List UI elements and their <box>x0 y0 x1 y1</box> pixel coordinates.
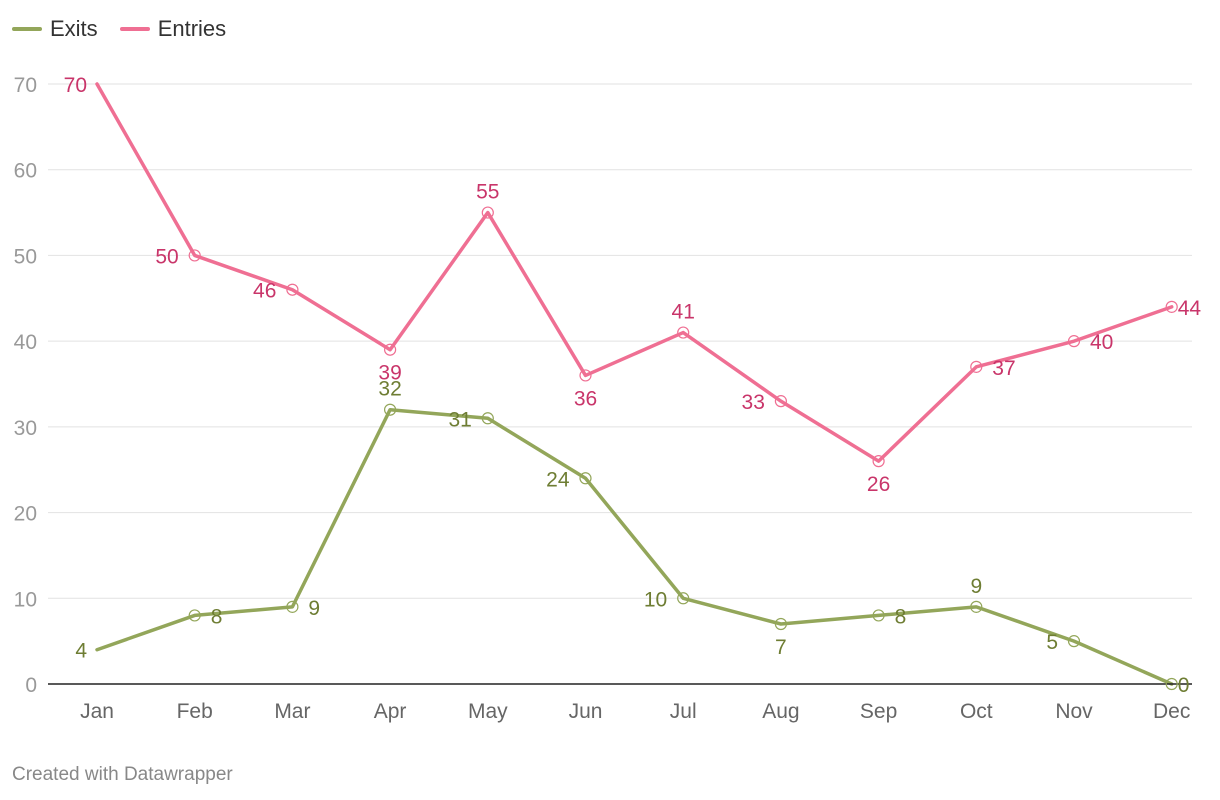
x-tick-label-aug: Aug <box>762 700 799 723</box>
marker-exits <box>286 600 299 613</box>
marker-exits <box>1067 635 1081 648</box>
marker-exits <box>579 472 592 485</box>
data-label-exits: 10 <box>644 588 667 611</box>
y-tick-label: 20 <box>14 503 37 526</box>
legend-label-entries: Entries <box>157 16 227 41</box>
line-exits <box>95 407 1174 686</box>
legend-label-exits: Exits <box>50 16 98 41</box>
data-label-entries: 37 <box>992 357 1015 380</box>
legend-swatch-entries <box>119 27 150 31</box>
data-label-entries: 46 <box>253 280 276 303</box>
marker-entries <box>774 395 788 408</box>
x-tick-label-nov: Nov <box>1055 700 1093 723</box>
legend-item-exits[interactable]: Exits <box>12 16 98 42</box>
data-label-entries: 50 <box>155 245 178 268</box>
y-tick-label: 60 <box>14 160 37 183</box>
marker-entries <box>188 249 201 262</box>
marker-entries <box>970 360 983 373</box>
x-tick-label-jan: Jan <box>80 700 114 723</box>
data-label-exits: 9 <box>970 575 982 598</box>
marker-exits <box>774 617 788 631</box>
marker-entries <box>384 343 397 356</box>
marker-exits <box>188 609 201 622</box>
data-label-exits: 7 <box>775 636 787 659</box>
marker-exits <box>677 592 690 605</box>
data-label-entries: 70 <box>64 74 87 97</box>
y-tick-label: 40 <box>14 331 37 354</box>
data-label-exits: 31 <box>448 408 471 431</box>
x-tick-label-apr: Apr <box>374 700 407 723</box>
data-label-entries: 40 <box>1090 331 1113 354</box>
line-entries <box>95 82 1174 463</box>
x-tick-label-jul: Jul <box>670 700 697 723</box>
x-tick-label-jun: Jun <box>569 700 603 723</box>
data-label-exits: 8 <box>895 605 907 628</box>
marker-exits <box>970 600 983 613</box>
x-tick-label-sep: Sep <box>860 700 897 723</box>
marker-exits <box>384 403 397 416</box>
marker-entries <box>1165 300 1178 313</box>
data-label-entries: 41 <box>672 301 695 324</box>
marker-exits <box>481 412 494 425</box>
data-label-entries: 44 <box>1178 297 1202 320</box>
marker-entries <box>872 455 885 468</box>
data-label-entries: 55 <box>476 181 499 204</box>
x-tick-label-feb: Feb <box>177 700 213 723</box>
legend-item-entries[interactable]: Entries <box>119 16 227 42</box>
y-tick-label: 10 <box>14 588 37 611</box>
data-label-exits: 4 <box>75 640 87 663</box>
x-tick-label-mar: Mar <box>274 700 310 723</box>
marker-entries <box>579 369 592 382</box>
chart-legend: Exits Entries <box>12 16 226 42</box>
data-label-exits: 9 <box>308 597 320 620</box>
x-tick-label-may: May <box>468 700 508 723</box>
data-label-exits: 8 <box>211 605 223 628</box>
x-tick-label-dec: Dec <box>1153 700 1190 723</box>
marker-exits <box>872 609 885 622</box>
marker-entries <box>677 326 690 339</box>
data-label-entries: 33 <box>742 391 765 414</box>
data-label-exits: 24 <box>546 468 570 491</box>
data-label-entries: 39 <box>378 362 401 385</box>
data-label-exits: 5 <box>1046 631 1058 654</box>
data-label-exits: 0 <box>1178 674 1190 697</box>
data-label-exits: 32 <box>378 378 401 401</box>
marker-entries <box>481 206 494 219</box>
data-label-entries: 26 <box>867 473 890 496</box>
x-tick-label-oct: Oct <box>960 700 993 723</box>
marker-entries <box>1067 335 1081 348</box>
marker-entries <box>286 283 299 296</box>
y-tick-label: 70 <box>14 74 37 97</box>
data-label-entries: 36 <box>574 387 597 410</box>
y-tick-label: 50 <box>14 245 37 268</box>
marker-exits <box>1165 677 1178 691</box>
y-tick-label: 0 <box>25 674 37 697</box>
legend-swatch-exits <box>12 27 42 31</box>
y-tick-label: 30 <box>14 417 37 440</box>
credit-text: Created with Datawrapper <box>12 764 233 785</box>
